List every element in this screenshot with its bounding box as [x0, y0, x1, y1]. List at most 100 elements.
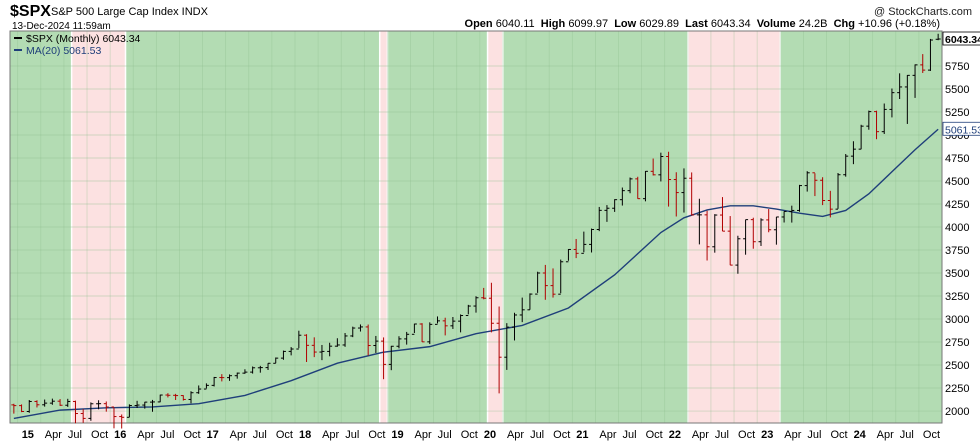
- x-tick-label: Jul: [345, 429, 359, 441]
- ohlc-bar: [265, 362, 271, 370]
- ohlc-bar: [126, 404, 132, 418]
- ohlc-bar: [589, 228, 595, 253]
- x-tick-label: Apr: [137, 429, 154, 441]
- ohlc-bar: [434, 316, 440, 325]
- x-tick-label: Oct: [646, 429, 663, 441]
- ohlc-bar: [49, 398, 55, 405]
- ohlc-bar: [581, 231, 587, 254]
- ohlc-bar: [681, 168, 687, 213]
- ohlc-bar: [219, 374, 225, 382]
- ohlc-bar: [34, 400, 40, 408]
- ohlc-bar: [142, 401, 148, 409]
- ohlc-bar: [758, 218, 764, 246]
- ohlc-bar: [935, 33, 941, 41]
- ohlc-bar: [666, 151, 672, 207]
- ohlc-bar: [296, 330, 302, 350]
- ohlc-bar: [835, 172, 841, 210]
- volume-value: 24.2B: [798, 18, 828, 30]
- y-tick-label: 5750: [945, 61, 969, 73]
- ohlc-bar: [250, 366, 256, 374]
- ohlc-bar: [719, 197, 725, 232]
- ohlc-bar: [273, 357, 279, 364]
- y-tick-label: 4000: [945, 222, 969, 234]
- ohlc-bar: [812, 172, 818, 197]
- x-tick-label: Oct: [830, 429, 847, 441]
- ohlc-bar: [427, 322, 433, 345]
- ohlc-bar: [604, 205, 610, 222]
- ohlc-bar: [342, 333, 348, 347]
- ohlc-bar: [388, 345, 394, 371]
- ohlc-bar: [912, 64, 918, 98]
- x-tick-label: 16: [114, 429, 126, 441]
- ohlc-bar: [781, 210, 787, 223]
- x-tick-label: Jul: [253, 429, 267, 441]
- ohlc-bar: [850, 141, 856, 165]
- ohlc-bar: [542, 264, 548, 300]
- x-tick-label: Oct: [923, 429, 940, 441]
- legend-label: $SPX (Monthly) 6043.34: [26, 33, 141, 45]
- x-tick-label: 21: [576, 429, 588, 441]
- y-tick-label: 4250: [945, 199, 969, 211]
- ohlc-bar: [327, 342, 333, 357]
- y-tick-label: 3500: [945, 268, 969, 280]
- x-tick-label: 20: [484, 429, 496, 441]
- x-tick-label: Oct: [553, 429, 570, 441]
- ohlc-bar: [874, 110, 880, 140]
- ohlc-bar: [627, 177, 633, 194]
- ohlc-bar: [188, 391, 194, 404]
- x-axis: 15 Apr Jul Oct 16 Apr Jul Oct 17 Apr Jul Oct 18 Apr Ju…: [22, 429, 940, 441]
- x-tick-label: Apr: [415, 429, 432, 441]
- ohlc-bar: [558, 259, 564, 295]
- ohlc-bar: [311, 337, 317, 358]
- ohlc-bar: [165, 393, 171, 398]
- ohlc-bar: [773, 216, 779, 245]
- ohlc-bar: [357, 324, 363, 332]
- change-value: +10.96 (+0.18%): [858, 18, 940, 30]
- ohlc-bar: [288, 347, 294, 356]
- ohlc-bar: [404, 331, 410, 345]
- ohlc-bar: [396, 336, 402, 349]
- ohlc-bar: [442, 317, 448, 336]
- ohlc-bar: [650, 158, 656, 176]
- ohlc-bar: [550, 268, 556, 298]
- ohlc-bar: [111, 406, 117, 429]
- x-tick-label: Apr: [507, 429, 524, 441]
- ohlc-bar: [696, 198, 702, 245]
- ohlc-bar: [26, 399, 32, 413]
- x-tick-label: 18: [299, 429, 311, 441]
- ohlc-bar: [488, 282, 494, 333]
- y-tick-label: 3000: [945, 314, 969, 326]
- ohlc-bar: [889, 88, 895, 118]
- ohlc-bar: [820, 177, 826, 206]
- ohlc-bar: [465, 304, 471, 317]
- ohlc-bar: [11, 403, 17, 414]
- y-tick-label: 5250: [945, 107, 969, 119]
- y-tick-label: 5500: [945, 84, 969, 96]
- ohlc-bar: [858, 124, 864, 150]
- ohlc-bar: [727, 216, 733, 266]
- ohlc-bar: [797, 184, 803, 212]
- ma-value-tag-box: [942, 121, 980, 136]
- ohlc-bar: [280, 350, 286, 360]
- last-value: 6043.34: [710, 18, 751, 30]
- chart-timestamp: 13-Dec-2024 11:59am: [12, 21, 111, 32]
- ohlc-bar: [373, 335, 379, 353]
- x-tick-label: Oct: [183, 429, 200, 441]
- ohlc-bar: [689, 172, 695, 216]
- ohlc-bar: [573, 238, 579, 259]
- x-tick-label: Oct: [738, 429, 755, 441]
- ohlc-bar: [481, 287, 487, 300]
- high-label: High: [540, 18, 566, 30]
- y-tick-label: 3750: [945, 245, 969, 257]
- ohlc-bar: [381, 337, 387, 380]
- x-tick-label: 17: [207, 429, 219, 441]
- ohlc-bar: [596, 206, 602, 232]
- legend-label: MA(20) 5061.53: [26, 45, 101, 57]
- y-tick-label: 4750: [945, 153, 969, 165]
- ohlc-bar: [257, 365, 263, 373]
- ohlc-bar: [234, 372, 240, 379]
- ohlc-bar: [450, 316, 456, 329]
- ohlc-bar: [804, 171, 810, 192]
